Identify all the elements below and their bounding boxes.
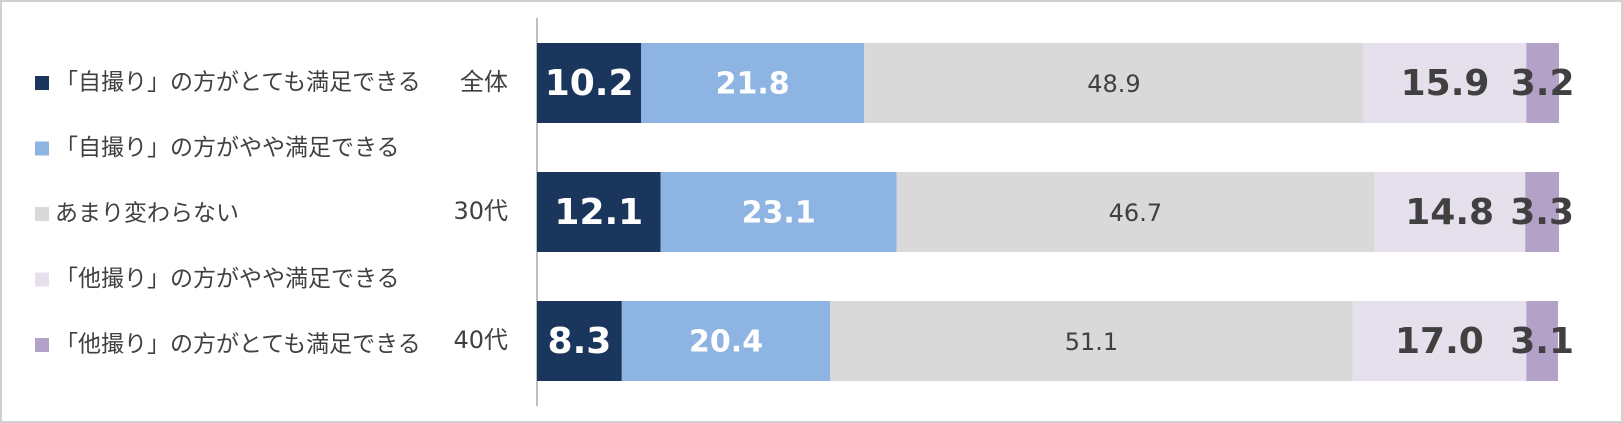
y-tick-label: 40代	[453, 326, 508, 354]
legend-swatch	[35, 338, 49, 352]
data-label: 17.0	[1395, 321, 1484, 362]
bar-segment	[1352, 301, 1527, 381]
bar-segment	[621, 301, 831, 381]
data-label: 3.1	[1510, 321, 1574, 362]
legend-label: 「自撮り」の方がとても満足できる	[55, 70, 421, 96]
bar-segment	[1526, 301, 1558, 381]
bar-segment	[641, 43, 865, 123]
legend-swatch	[35, 272, 49, 287]
bar-segment	[1363, 43, 1527, 123]
data-label: 14.8	[1405, 192, 1494, 233]
data-label: 3.3	[1510, 192, 1574, 233]
data-label: 8.3	[548, 321, 612, 362]
data-label: 20.4	[689, 325, 763, 360]
legend-swatch	[35, 207, 49, 221]
bar-segment	[660, 172, 897, 252]
y-tick-label: 全体	[460, 68, 508, 96]
data-label: 15.9	[1401, 63, 1490, 104]
bar-segment	[1525, 172, 1559, 252]
bar-segment	[830, 301, 1353, 381]
data-label: 3.2	[1511, 63, 1575, 104]
data-label: 48.9	[1087, 70, 1140, 98]
legend-swatch	[35, 141, 49, 156]
data-label: 23.1	[742, 196, 816, 231]
y-tick-label: 30代	[453, 197, 508, 225]
data-label: 51.1	[1065, 328, 1118, 356]
data-label: 10.2	[545, 63, 634, 104]
bar-segment	[537, 172, 661, 252]
data-label: 21.8	[716, 67, 790, 102]
legend-label: 「自撮り」の方がやや満足できる	[55, 135, 400, 161]
data-label: 46.7	[1109, 199, 1162, 227]
bar-segment	[537, 43, 642, 123]
bar-segment	[1374, 172, 1526, 252]
legend-swatch	[35, 76, 49, 90]
legend-label: あまり変わらない	[55, 201, 239, 227]
bar-segment	[537, 301, 622, 381]
legend-label: 「他撮り」の方がとても満足できる	[55, 332, 421, 358]
data-label: 12.1	[554, 192, 643, 233]
bar-segment	[864, 43, 1364, 123]
legend-label: 「他撮り」の方がやや満足できる	[55, 266, 400, 292]
bar-segment	[896, 172, 1375, 252]
bar-segment	[1526, 43, 1559, 123]
